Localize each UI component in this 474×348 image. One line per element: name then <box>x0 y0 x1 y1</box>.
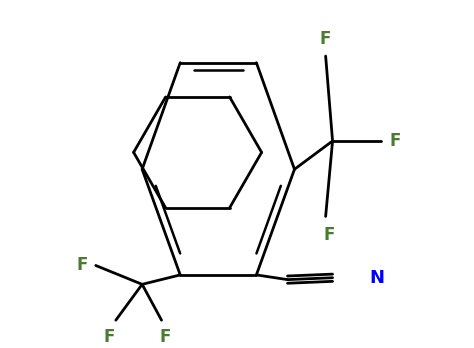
Text: F: F <box>159 329 171 346</box>
Text: F: F <box>389 132 401 150</box>
Text: F: F <box>323 226 335 244</box>
Text: N: N <box>370 269 384 287</box>
Text: F: F <box>103 329 115 346</box>
Text: F: F <box>320 30 331 48</box>
Text: F: F <box>76 256 88 275</box>
